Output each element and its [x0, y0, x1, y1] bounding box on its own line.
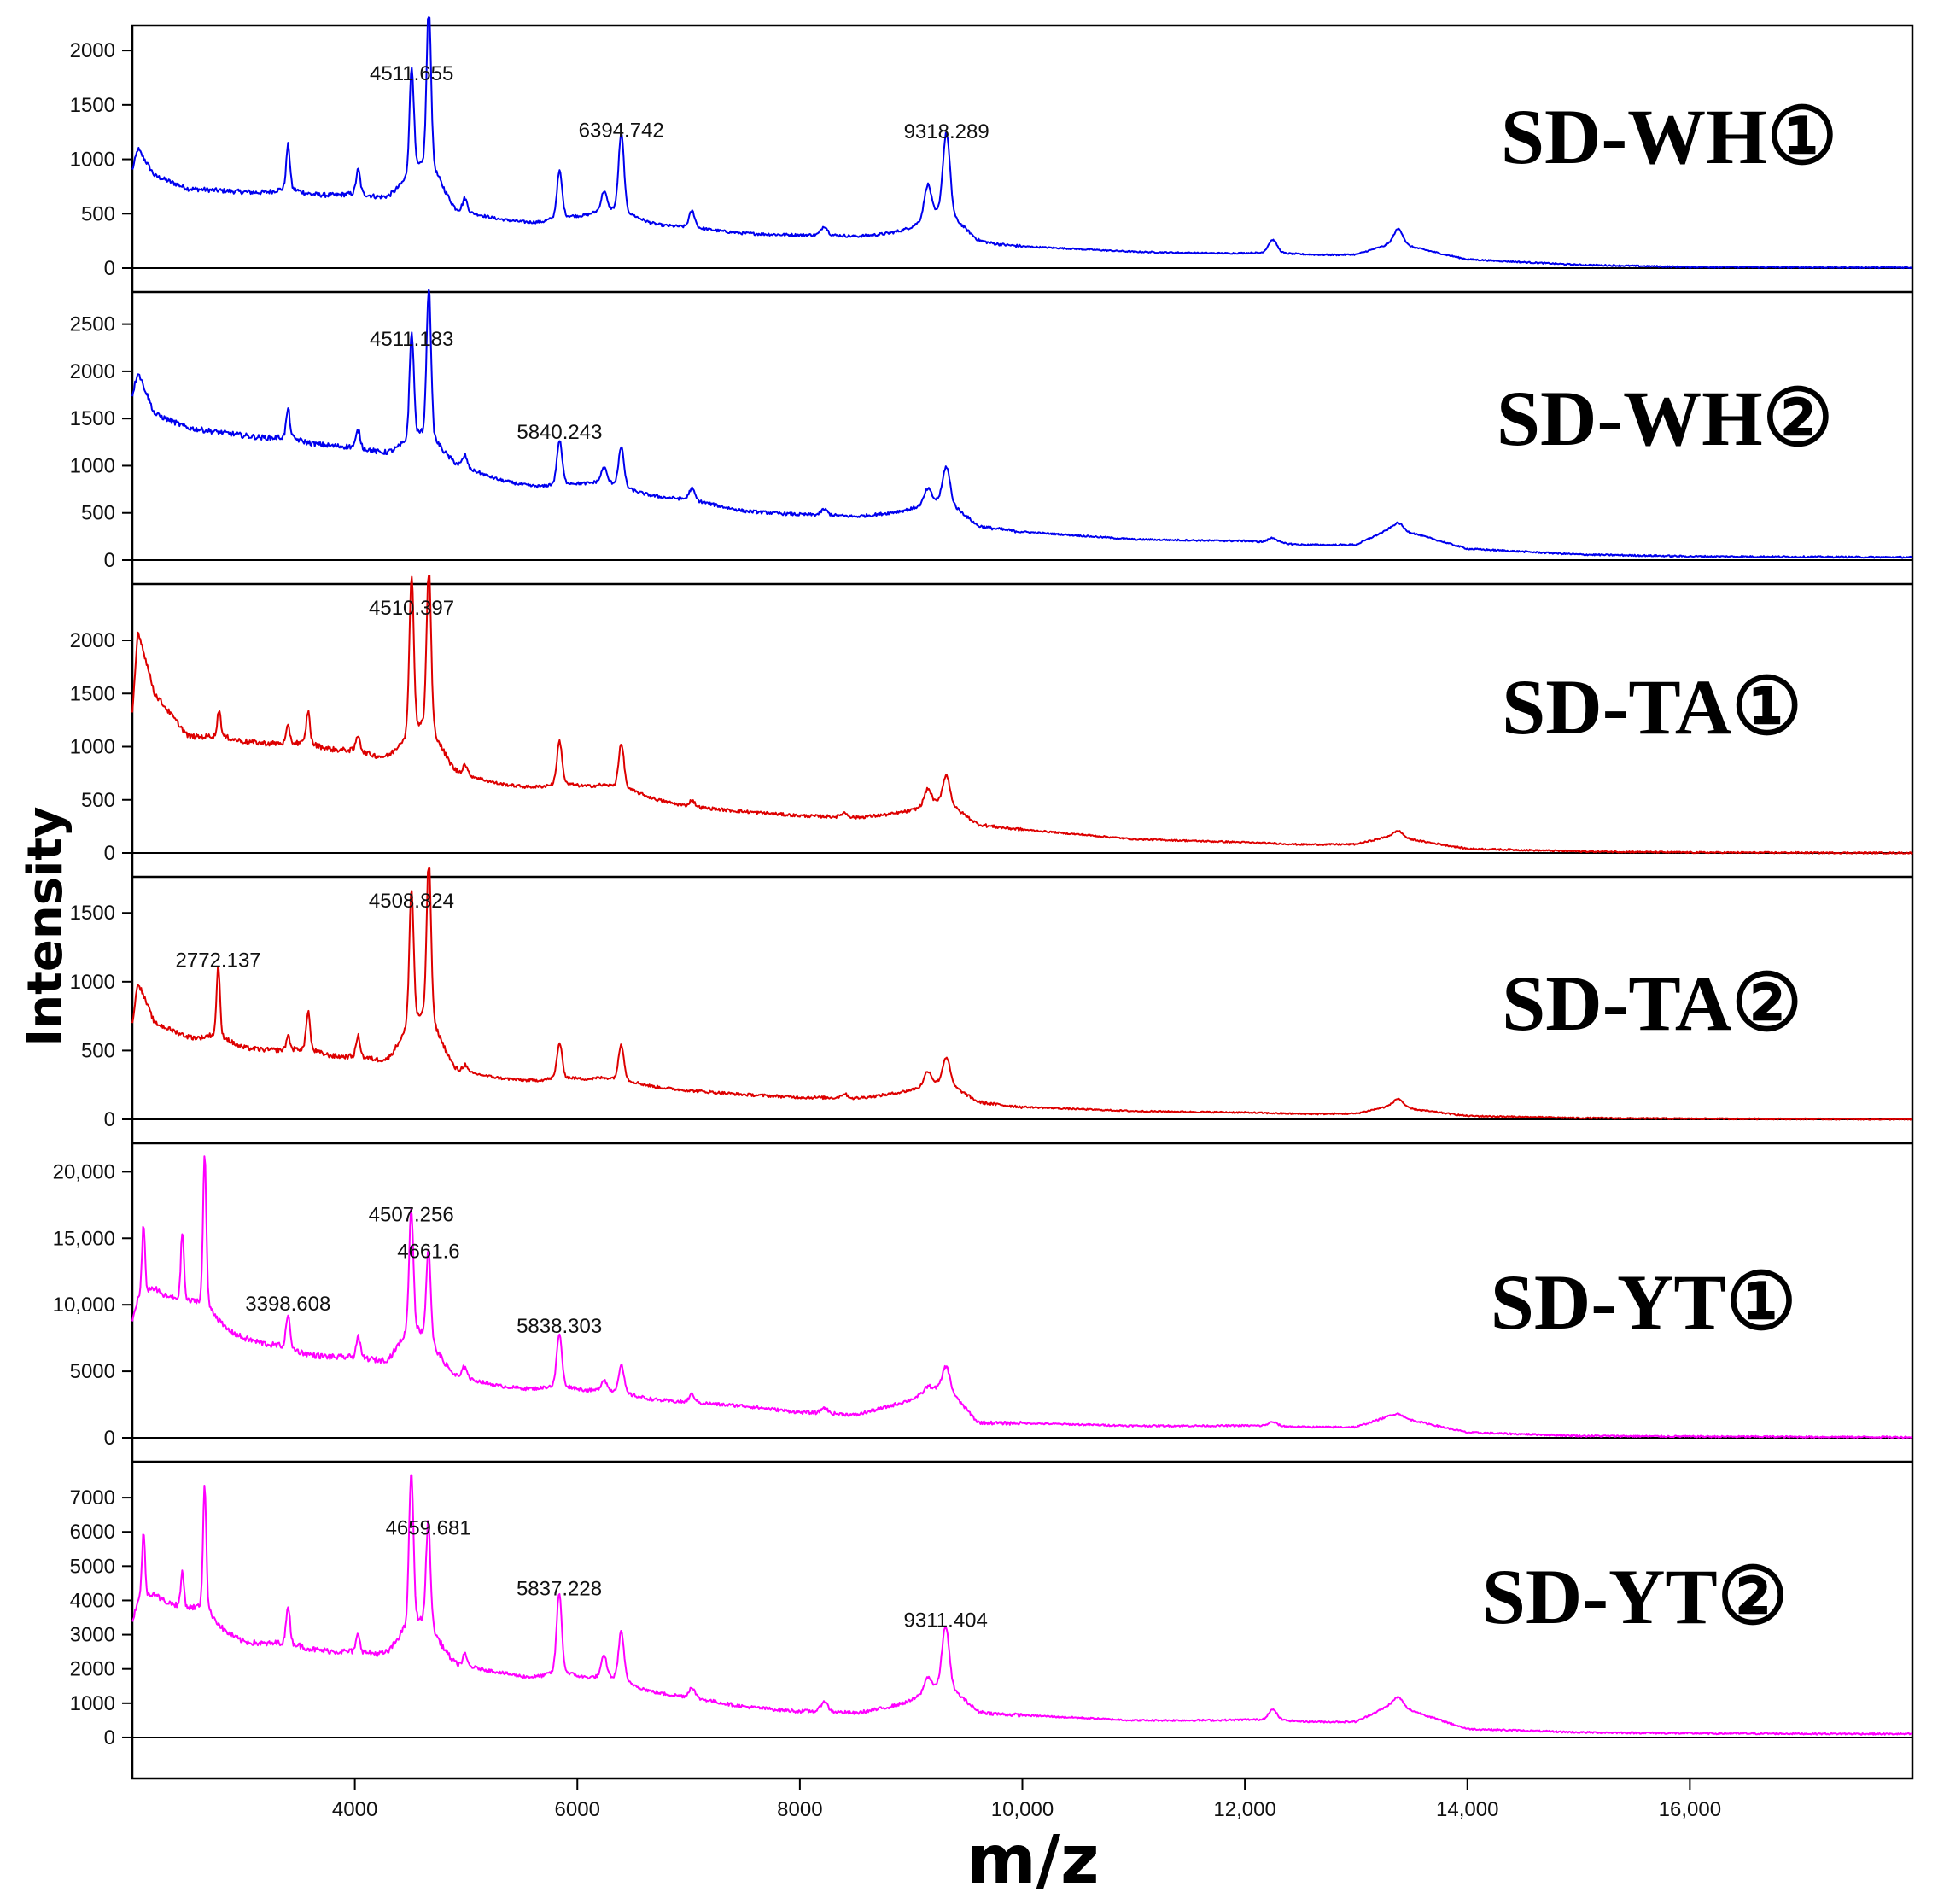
peak-label: 4511.655: [370, 62, 453, 85]
y-tick-label: 0: [104, 1108, 115, 1131]
x-tick-label: 16,000: [1659, 1798, 1721, 1821]
y-tick-label: 1500: [70, 407, 115, 430]
panel-label: SD-YT①: [1491, 1259, 1797, 1346]
y-tick-label: 1000: [70, 736, 115, 759]
panel-label: SD-TA②: [1502, 960, 1802, 1047]
y-tick-label: 10,000: [53, 1294, 115, 1317]
spectrum-panel-5: 0 5000 10,000 15,000 20,000 3398.608 4507.256 4…: [53, 1142, 1913, 1450]
x-tick-label: 6000: [555, 1798, 600, 1821]
spectrum-panel-1: 0 500 1000 1500 2000 4511.655 6394.742 9318.289…: [70, 16, 1913, 280]
y-tick-label: 1500: [70, 902, 115, 925]
peak-label: 4511.183: [370, 328, 453, 351]
peak-label: 6394.742: [579, 120, 664, 143]
panel-label: SD-WH①: [1501, 93, 1837, 180]
spectrum-line: [131, 1474, 1913, 1736]
spectrum-line: [131, 288, 1913, 559]
y-tick-label: 5000: [70, 1360, 115, 1383]
y-tick-label: 500: [81, 789, 115, 812]
y-tick-label: 2000: [70, 39, 115, 62]
y-tick-label: 15,000: [53, 1227, 115, 1250]
peak-label: 5837.228: [517, 1577, 602, 1600]
spectrum-panel-3: 0 500 1000 1500 2000 4510.397 SD-TA①: [70, 575, 1913, 865]
y-tick-label: 1000: [70, 971, 115, 994]
y-tick-label: 0: [104, 1726, 115, 1749]
y-axis-title: Intensity: [18, 806, 73, 1046]
spectrum-line: [131, 575, 1913, 855]
peak-label: 9311.404: [904, 1609, 988, 1632]
y-tick-label: 5000: [70, 1555, 115, 1578]
y-tick-label: 500: [81, 1039, 115, 1062]
spectrum-panel-4: 0 500 1000 1500 2772.137 4508.824 SD-TA②: [70, 867, 1913, 1131]
y-tick-label: 1000: [70, 1692, 115, 1715]
peak-label: 4508.824: [369, 890, 454, 913]
y-tick-label: 500: [81, 502, 115, 525]
y-tick-label: 2500: [70, 313, 115, 336]
peak-label: 5840.243: [517, 421, 602, 444]
y-tick-label: 0: [104, 257, 115, 280]
spectrum-panel-2: 0 500 1000 1500 2000 2500 4511.183 5840.243 SD-W…: [70, 288, 1913, 572]
y-tick-label: 1500: [70, 682, 115, 705]
peak-label: 3398.608: [245, 1293, 330, 1316]
y-tick-label: 3000: [70, 1624, 115, 1647]
y-tick-label: 7000: [70, 1486, 115, 1510]
y-tick-label: 2000: [70, 360, 115, 383]
peak-label: 9318.289: [904, 120, 989, 143]
panel-label: SD-TA①: [1502, 663, 1802, 751]
peak-label: 2772.137: [176, 949, 261, 972]
peak-label: 4661.6: [397, 1241, 459, 1264]
spectrum-line: [131, 867, 1913, 1121]
y-tick-label: 4000: [70, 1589, 115, 1612]
y-tick-label: 0: [104, 842, 115, 865]
spectrum-line: [131, 16, 1913, 270]
y-tick-label: 1000: [70, 149, 115, 172]
y-tick-label: 0: [104, 1427, 115, 1450]
y-tick-label: 20,000: [53, 1160, 115, 1183]
panel-label: SD-WH②: [1497, 375, 1833, 462]
y-tick-label: 500: [81, 202, 115, 225]
x-tick-label: 8000: [777, 1798, 822, 1821]
peak-label: 4659.681: [386, 1516, 471, 1539]
peak-label: 4510.397: [369, 597, 454, 620]
x-tick-label: 12,000: [1213, 1798, 1275, 1821]
y-tick-label: 6000: [70, 1521, 115, 1544]
spectrum-panel-6: 0 1000 2000 3000 4000 5000 6000 7000 4659.681 583…: [70, 1460, 1913, 1749]
y-tick-label: 1000: [70, 454, 115, 477]
peak-label: 4507.256: [369, 1203, 454, 1226]
panel-label: SD-YT②: [1482, 1553, 1789, 1640]
y-tick-label: 2000: [70, 629, 115, 652]
x-tick-label: 4000: [332, 1798, 377, 1821]
spectrum-line: [131, 1155, 1913, 1440]
x-tick-label: 10,000: [991, 1798, 1054, 1821]
y-tick-label: 1500: [70, 94, 115, 117]
x-tick-label: 14,000: [1436, 1798, 1498, 1821]
peak-label: 5838.303: [517, 1315, 602, 1338]
y-tick-label: 2000: [70, 1658, 115, 1681]
x-axis-title: m/z: [966, 1822, 1099, 1899]
y-tick-label: 0: [104, 549, 115, 572]
